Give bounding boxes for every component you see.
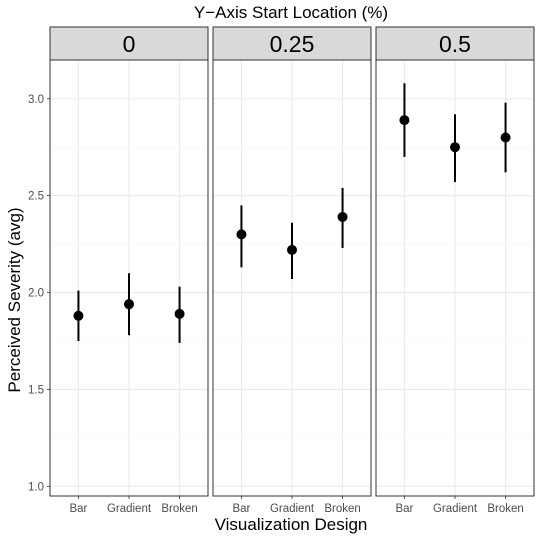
facet-strip-label: 0.25 xyxy=(270,31,315,57)
x-tick-label: Gradient xyxy=(270,503,315,515)
data-point xyxy=(287,244,297,255)
data-point xyxy=(124,299,134,310)
data-point xyxy=(500,132,511,143)
facet-strip-label: 0 xyxy=(123,31,136,57)
panels: 1.0 1.5 2.0 2.5 3.0 0 Bar Gradient Broken 0.25 Bar… xyxy=(28,26,535,515)
y-tick-label: 1.5 xyxy=(28,384,44,396)
y-tick-label: 2.5 xyxy=(28,191,44,203)
panel-0.25: 0.25 Bar Gradient Broken xyxy=(212,26,372,515)
x-axis-label: Visualization Design xyxy=(215,515,368,534)
data-point xyxy=(337,211,348,222)
data-point xyxy=(73,310,84,321)
y-tick-label: 3.0 xyxy=(28,94,44,106)
x-tick-label: Bar xyxy=(69,503,87,515)
x-tick-label: Broken xyxy=(161,503,197,515)
x-tick-label: Bar xyxy=(395,503,413,515)
x-tick-label: Broken xyxy=(487,503,523,515)
y-tick-label: 1.0 xyxy=(28,481,44,493)
facet-strip xyxy=(212,26,372,61)
panel-0: 0 Bar Gradient Broken xyxy=(49,26,209,515)
data-point xyxy=(174,308,185,319)
x-tick-label: Broken xyxy=(324,503,360,515)
facet-strip-label: 0.5 xyxy=(439,31,471,57)
data-point xyxy=(236,229,247,240)
y-axis-label: Perceived Severity (avg) xyxy=(5,207,24,392)
data-point xyxy=(399,115,410,126)
x-tick-label: Gradient xyxy=(433,503,478,515)
chart-title: Y−Axis Start Location (%) xyxy=(194,3,388,22)
x-tick-label: Bar xyxy=(232,503,250,515)
facet-strip xyxy=(375,26,535,61)
panel-0.5: 0.5 Bar Gradient Broken xyxy=(375,26,535,515)
data-point xyxy=(450,142,460,153)
x-tick-label: Gradient xyxy=(107,503,152,515)
facet-strip xyxy=(49,26,209,61)
y-tick-label: 2.0 xyxy=(28,288,44,300)
